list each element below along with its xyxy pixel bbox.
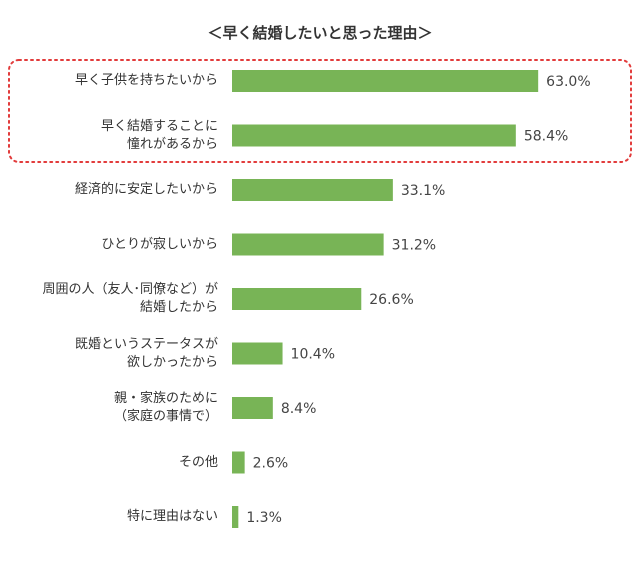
- category-label: 早く結婚することに 憧れがあるから: [100, 118, 218, 152]
- value-label: 26.6%: [369, 292, 413, 308]
- bar: [232, 506, 239, 528]
- category-label: 周囲の人（友人･同僚など）が 結婚したから: [42, 282, 218, 315]
- bar: [232, 451, 245, 474]
- value-label: 31.2%: [392, 238, 436, 254]
- value-label: 8.4%: [281, 401, 317, 417]
- highlight-box: [8, 59, 632, 163]
- bar: [232, 70, 539, 92]
- bar: [232, 124, 516, 147]
- bar: [232, 288, 362, 310]
- category-label: その他: [178, 454, 218, 470]
- chart-title: ＜早く結婚したいと思った理由＞: [207, 24, 433, 42]
- category-label: 経済的に安定したいから: [74, 182, 218, 197]
- value-label: 33.1%: [401, 183, 445, 199]
- value-label: 1.3%: [246, 510, 282, 526]
- category-label: 親・家族のために （家庭の事情で）: [113, 391, 218, 424]
- bar: [232, 397, 273, 419]
- category-label: ひとりが寂しいから: [101, 236, 218, 252]
- category-label: 特に理由はない: [126, 509, 218, 524]
- value-label: 63.0%: [546, 74, 590, 90]
- bar: [232, 342, 283, 365]
- category-label: 早く子供を持ちたいから: [74, 73, 218, 88]
- value-label: 58.4%: [524, 129, 568, 145]
- bar: [232, 179, 393, 201]
- value-label: 2.6%: [253, 456, 289, 472]
- bar: [232, 233, 384, 256]
- value-label: 10.4%: [291, 347, 335, 363]
- category-label: 既婚というステータスが 欲しかったから: [74, 336, 218, 370]
